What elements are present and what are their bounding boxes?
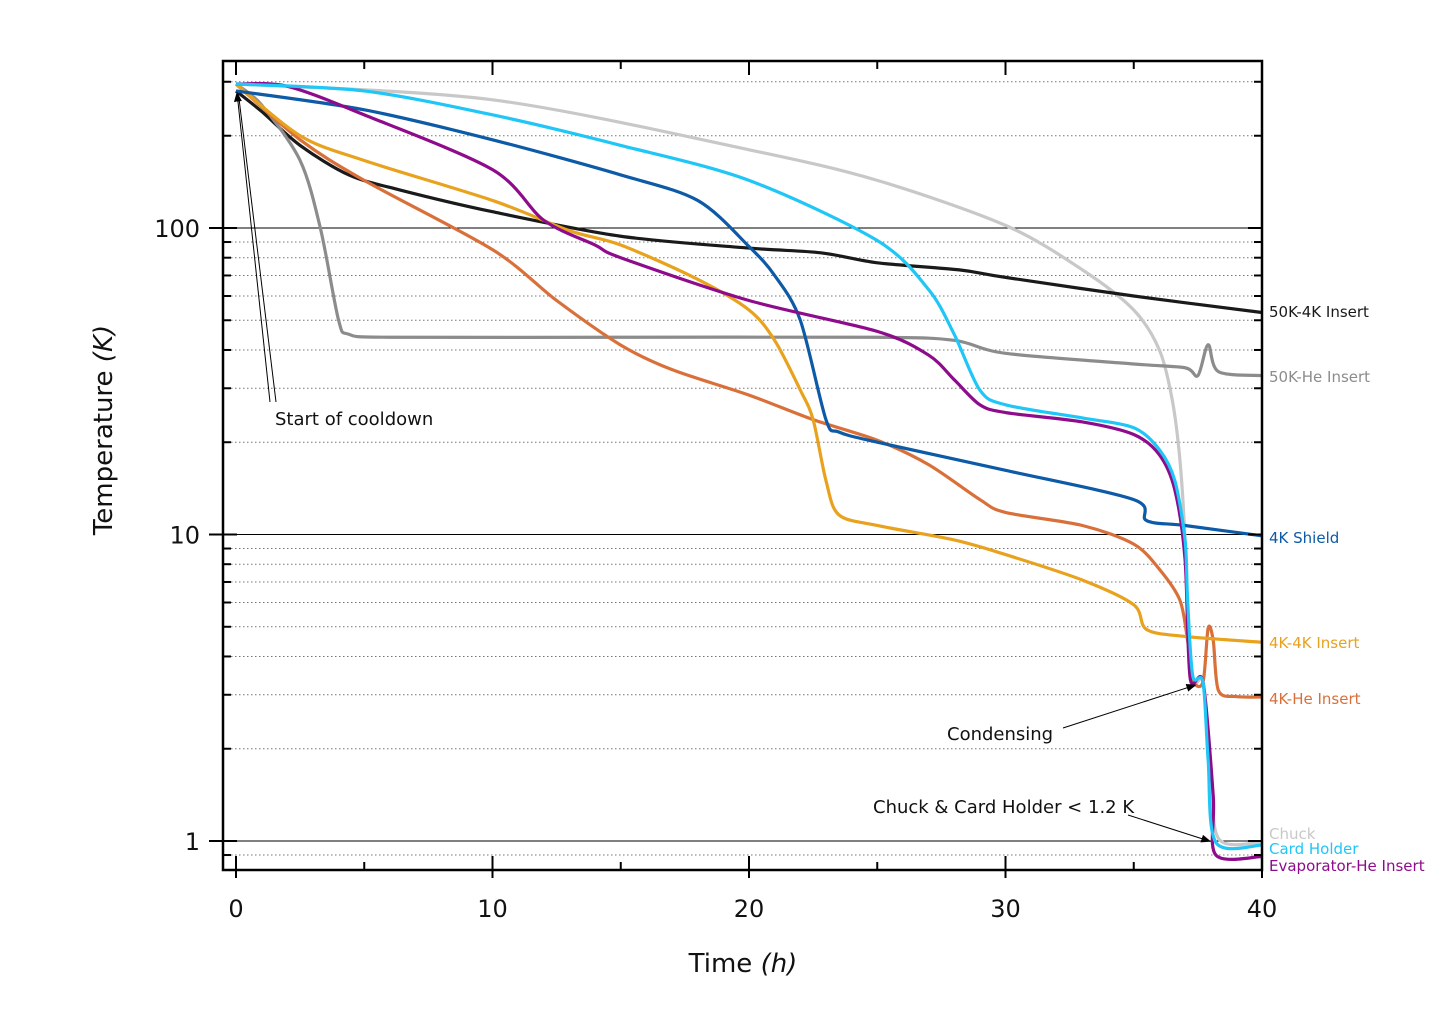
annotation-chuck-card-holder: Chuck & Card Holder < 1.2 K [873, 797, 1135, 818]
x-tick-label: 20 [734, 895, 765, 923]
annotation-start-of-cooldown: Start of cooldown [275, 409, 433, 430]
grid-lines [223, 81, 1262, 856]
series-label: 4K-He Insert [1269, 690, 1361, 708]
series-label: Chuck [1269, 825, 1316, 843]
series-labels: 50K-4K Insert 50K-He Insert 4K Shield 4K-4K… [1269, 303, 1425, 875]
arrow-start-of-cooldown-line [238, 98, 277, 403]
series-label: 4K Shield [1269, 529, 1339, 547]
annotation-condensing: Condensing [947, 724, 1053, 745]
series-label: 50K-4K Insert [1269, 303, 1369, 321]
x-tick-label: 0 [228, 895, 243, 923]
annotations: Start of cooldown Condensing Chuck & Card … [233, 91, 1212, 843]
series-line-evaporator-he-insert [235, 81, 1263, 862]
plot-frame [221, 59, 1264, 872]
series-line-50k-4k-insert [235, 89, 1263, 315]
y-axis-title: Temperature (K) [89, 325, 119, 536]
series-label: 4K-4K Insert [1269, 634, 1360, 652]
series-line-4k-shield [235, 89, 1263, 538]
series-line-4k-he-insert [234, 82, 1263, 699]
series-line-chuck [235, 82, 1263, 847]
y-tick-label: 1 [185, 828, 200, 856]
x-tick-label: 10 [477, 895, 508, 923]
axis-ticks [209, 61, 1263, 878]
series-group [234, 81, 1263, 862]
series-line-4k-4k-insert [234, 82, 1263, 644]
y-tick-label: 100 [154, 215, 200, 243]
series-line-50k-he-insert [234, 82, 1263, 378]
series-line-card-holder [235, 82, 1263, 851]
x-axis-title: Time (h) [688, 949, 798, 979]
arrow-start-of-cooldown [233, 91, 271, 403]
series-label: Card Holder [1269, 840, 1359, 858]
x-tick-label: 30 [990, 895, 1021, 923]
series-label: Evaporator-He Insert [1269, 857, 1425, 875]
arrow-chuck-card-holder [1127, 814, 1212, 843]
x-tick-label: 40 [1247, 895, 1278, 923]
series-label: 50K-He Insert [1269, 368, 1370, 386]
y-tick-label: 10 [169, 522, 200, 550]
tick-labels: 0 10 20 30 40 1 10 100 [154, 215, 1277, 923]
arrow-condensing [1062, 684, 1197, 729]
